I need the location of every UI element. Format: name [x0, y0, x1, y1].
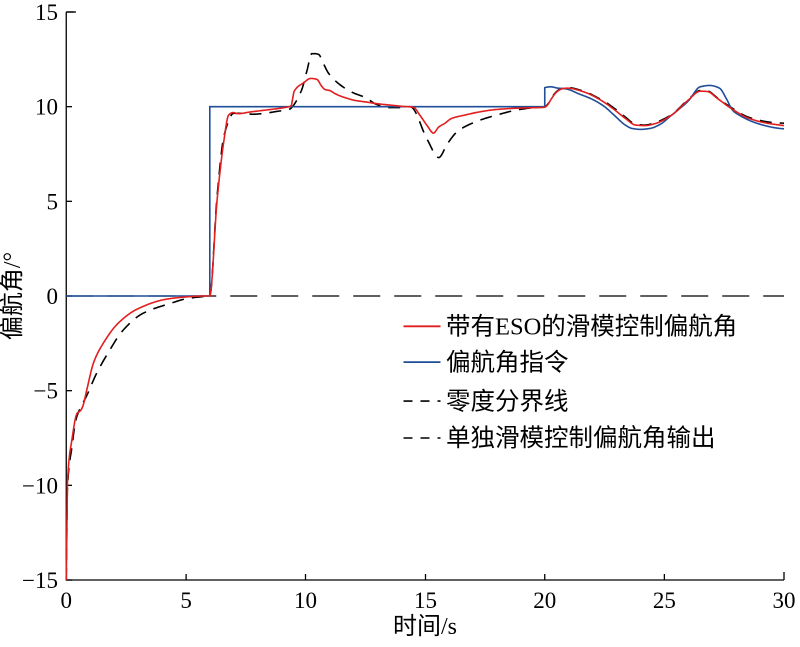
- svg-text:偏航角指令: 偏航角指令: [446, 348, 569, 376]
- svg-text:15: 15: [35, 0, 58, 25]
- svg-text:时间/s: 时间/s: [393, 613, 457, 640]
- svg-text:15: 15: [414, 588, 437, 613]
- svg-text:20: 20: [533, 588, 556, 613]
- svg-text:−5: −5: [34, 379, 58, 404]
- svg-text:偏航角/°: 偏航角/°: [0, 252, 26, 340]
- svg-text:0: 0: [47, 284, 59, 309]
- svg-text:10: 10: [294, 588, 317, 613]
- svg-text:25: 25: [653, 588, 676, 613]
- svg-text:10: 10: [35, 95, 58, 120]
- svg-text:带有ESO的滑模控制偏航角: 带有ESO的滑模控制偏航角: [446, 313, 737, 341]
- svg-text:5: 5: [180, 588, 192, 613]
- svg-text:单独滑模控制偏航角输出: 单独滑模控制偏航角输出: [446, 424, 716, 452]
- svg-text:零度分界线: 零度分界线: [446, 387, 569, 415]
- svg-text:−10: −10: [22, 473, 58, 498]
- svg-text:−15: −15: [22, 568, 58, 593]
- svg-text:0: 0: [61, 588, 73, 613]
- svg-text:30: 30: [773, 588, 796, 613]
- svg-text:5: 5: [47, 189, 59, 214]
